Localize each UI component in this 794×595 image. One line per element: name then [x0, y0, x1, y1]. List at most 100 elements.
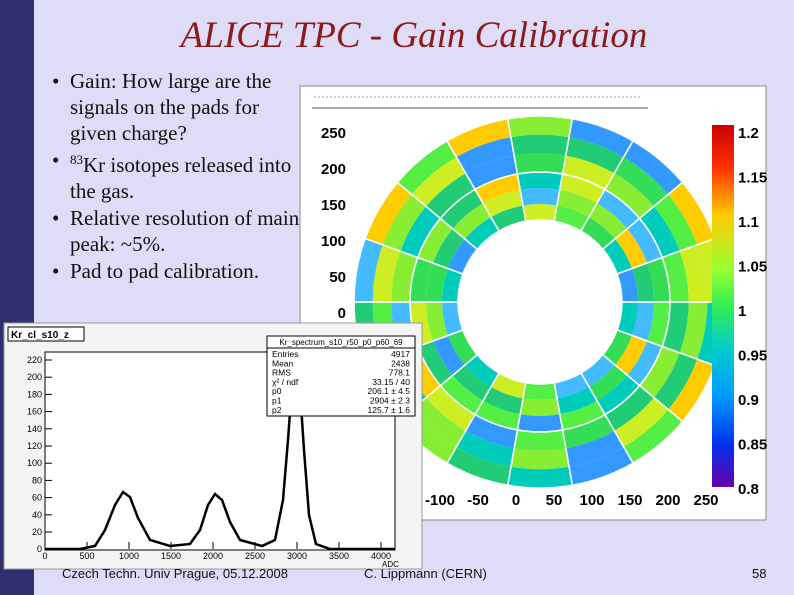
ring-cell: [426, 173, 475, 219]
stats-name: Entries: [272, 349, 298, 359]
ring-cell: [627, 218, 663, 263]
colorbar-label: 0.85: [738, 437, 767, 454]
ring-cell: [559, 400, 605, 430]
bullet-text: Pad to pad calibration.: [70, 259, 259, 283]
ring-cell: [475, 174, 521, 204]
slide-title: ALICE TPC - Gain Calibration: [180, 15, 648, 56]
x-tick-label: 200: [655, 492, 680, 509]
stats-value: 33.15 / 40: [372, 377, 410, 387]
ring-cell: [569, 118, 633, 158]
y-tick-label: 220: [27, 355, 42, 365]
ring-cell: [483, 189, 523, 218]
y-tick-label: 20: [32, 527, 42, 537]
x-tick-label: -50: [467, 492, 489, 509]
y-tick-label: 100: [321, 233, 346, 250]
stats-name: p0: [272, 386, 282, 396]
ring-cell: [615, 335, 648, 376]
bullet: 83Kr isotopes released into the gas.: [52, 147, 302, 204]
stats-name: RMS: [272, 368, 291, 378]
stats-value: 206.1 ± 4.5: [368, 386, 411, 396]
x-tick-label: 0: [512, 492, 520, 509]
ring-cell: [382, 194, 427, 252]
y-tick-label: 140: [27, 424, 42, 434]
ring-cell: [605, 385, 654, 431]
ring-cell: [411, 157, 466, 207]
stats-name: p1: [272, 396, 282, 406]
ring-cell: [557, 386, 597, 415]
ring-cell: [510, 448, 570, 470]
ring-cell: [510, 134, 570, 156]
ring-cell: [354, 238, 383, 302]
stats-name: Mean: [272, 358, 294, 368]
ring-cell: [426, 385, 475, 431]
ring-cell: [639, 206, 680, 258]
ring-cell: [557, 189, 597, 218]
ring-cell: [562, 414, 615, 449]
ring-cell: [452, 365, 491, 401]
y-tick-label: 40: [32, 510, 42, 520]
y-tick-label: 180: [27, 389, 42, 399]
ring-cell: [565, 137, 624, 174]
ring-cell: [623, 409, 683, 464]
ring-cell: [400, 206, 441, 258]
superscript: 83: [70, 152, 83, 167]
ring-cell: [565, 430, 624, 467]
ring-cell: [520, 187, 560, 206]
ring-cell: [507, 115, 573, 138]
ring-cell: [447, 118, 511, 158]
stats-name: p2: [272, 405, 282, 415]
y-tick-label: 80: [32, 475, 42, 485]
ring-cell: [647, 302, 671, 347]
ring-cell: [554, 205, 589, 231]
color-bar: [712, 125, 734, 487]
ring-cell: [639, 346, 680, 398]
ring-cell: [615, 228, 648, 269]
stats-value: 4917: [391, 349, 410, 359]
ring-cell: [602, 330, 633, 365]
ring-cell: [507, 466, 573, 489]
page-number: 58: [752, 566, 767, 581]
ring-cell: [668, 182, 715, 245]
ring-cell: [491, 205, 526, 231]
x-axis-label: ADC: [382, 560, 399, 569]
stats-value: 778.1: [389, 368, 411, 378]
ring-cell: [632, 263, 654, 302]
ring-cell: [465, 414, 518, 449]
ring-cell: [447, 446, 511, 486]
ring-cell: [440, 189, 483, 229]
bullet-text: Gain: How large are the signals on the p…: [70, 69, 272, 145]
ring-cell: [520, 398, 560, 417]
x-tick-label: 1500: [161, 551, 181, 561]
x-tick-label: 500: [79, 551, 94, 561]
ring-cell: [456, 137, 515, 174]
ring-cell: [662, 302, 689, 353]
ring-cell: [562, 155, 615, 190]
ring-cell: [447, 330, 478, 365]
ring-cell: [554, 373, 589, 399]
colorbar-label: 0.9: [738, 392, 759, 409]
ring-cell: [632, 302, 654, 341]
ring-cell: [417, 341, 453, 386]
ring-cell: [589, 365, 628, 401]
x-tick-label: 100: [579, 492, 604, 509]
ring-cell: [464, 217, 499, 250]
ring-cell: [523, 204, 557, 222]
x-tick-label: 0: [42, 551, 47, 561]
colorbar-label: 1.1: [738, 214, 759, 231]
ring-cell: [365, 182, 412, 245]
y-tick-label: 160: [27, 407, 42, 417]
ring-cell: [653, 194, 698, 252]
ring-cell: [426, 302, 448, 341]
ring-cell: [517, 414, 563, 432]
ring-cell: [464, 354, 499, 387]
stats-name: χ² / ndf: [272, 377, 299, 387]
x-tick-label: 1000: [119, 551, 139, 561]
ring-cell: [409, 257, 433, 302]
hist-title-box: [7, 326, 85, 342]
x-tick-label: 150: [617, 492, 642, 509]
x-tick-label: 3000: [287, 551, 307, 561]
ring-cell: [653, 352, 698, 410]
ring-cell: [647, 257, 671, 302]
y-tick-label: 150: [321, 197, 346, 214]
